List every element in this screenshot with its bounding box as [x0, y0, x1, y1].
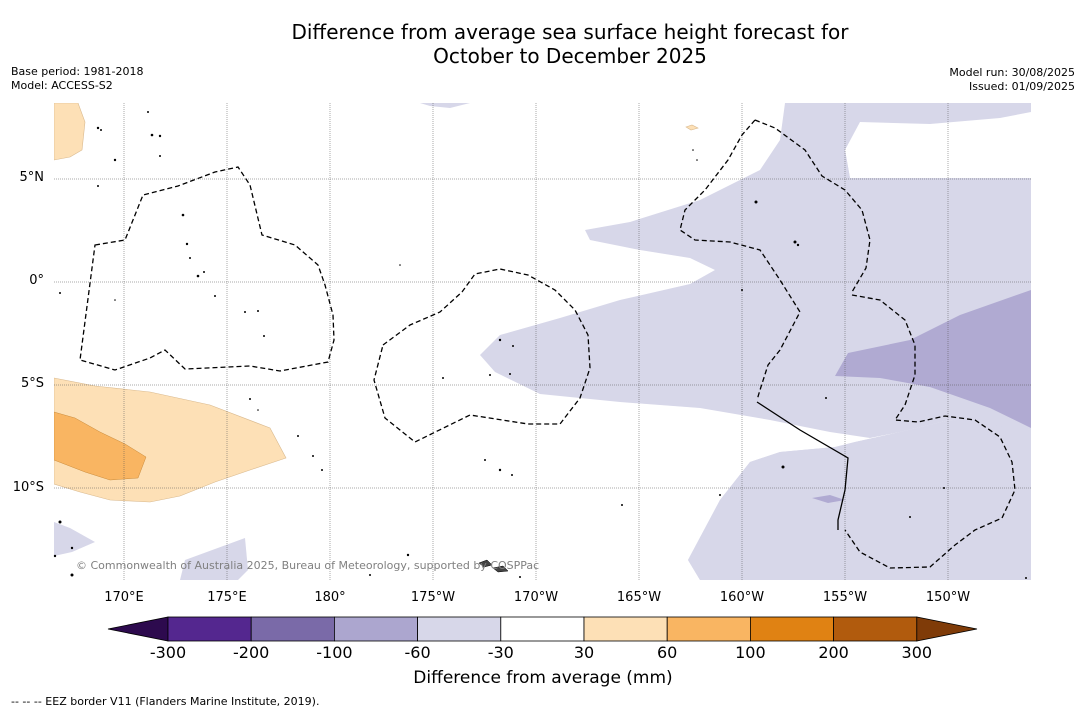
meta-right: Model run: 30/08/2025 Issued: 01/09/2025 — [949, 66, 1075, 94]
lon-label-180: 180° — [314, 590, 346, 605]
colorbar-tick-label: 200 — [818, 643, 849, 662]
colorbar-cell — [833, 616, 918, 642]
eez-kiribati-gilbert — [79, 166, 335, 372]
colorbar-cell — [583, 616, 668, 642]
lat-label-0: 0° — [29, 273, 44, 288]
samoa-island — [478, 559, 509, 573]
title-line-2: October to December 2025 — [433, 44, 707, 68]
lon-label-150w: 150°W — [925, 590, 971, 605]
issued-date: Issued: 01/09/2025 — [968, 80, 1075, 93]
lon-label-165w: 165°W — [616, 590, 662, 605]
negative-anomaly-west — [54, 522, 248, 580]
eez-kiribati-line — [754, 119, 871, 293]
eez-borders — [79, 119, 1016, 569]
positive-anomaly-north — [54, 103, 86, 161]
lon-label-175e: 175°E — [207, 590, 247, 605]
colorbar-tick-label: -300 — [149, 643, 187, 662]
colorbar-title: Difference from average (mm) — [413, 668, 673, 688]
islands — [53, 111, 1027, 579]
lon-label-160w: 160°W — [719, 590, 765, 605]
lon-label-170e: 170°E — [104, 590, 144, 605]
colorbar-tick-label: -200 — [233, 643, 270, 662]
strong-negative-anomaly — [835, 290, 1031, 428]
title-line-1: Difference from average sea surface heig… — [291, 20, 849, 44]
colorbar-cell — [417, 616, 502, 642]
colorbar-cell — [666, 616, 751, 642]
positive-anomaly-spot — [685, 124, 699, 131]
eez-cook-islands — [844, 294, 1016, 569]
lat-label-10s: 10°S — [12, 480, 44, 495]
base-period: Base period: 1981-2018 — [11, 65, 144, 78]
colorbar-tick-label: 300 — [901, 643, 933, 662]
model-run: Model run: 30/08/2025 — [949, 66, 1075, 79]
eez-north-segment — [679, 119, 801, 401]
lon-label-155w: 155°W — [822, 590, 868, 605]
colorbar-cell — [500, 616, 585, 642]
colorbar-tick-label: 100 — [735, 643, 766, 662]
colorbar-extend-min — [107, 616, 169, 642]
eez-solid-segment — [756, 401, 849, 530]
colorbar-tick-label: 60 — [657, 643, 678, 662]
colorbar-cell — [250, 616, 335, 642]
model-name: Model: ACCESS-S2 — [11, 79, 113, 92]
colorbar-cell — [333, 616, 418, 642]
colorbar-cell — [167, 616, 252, 642]
lat-label-5n: 5°N — [19, 170, 45, 185]
colorbar-tick-label: 30 — [573, 643, 595, 662]
negative-anomaly-south — [688, 420, 1031, 580]
map-title: Difference from average sea surface heig… — [0, 20, 1085, 68]
strong-negative-spot — [812, 495, 845, 503]
colorbar-tick-label: -100 — [316, 643, 353, 662]
map-fields — [54, 103, 1031, 580]
colorbar-tick-label: -30 — [487, 643, 514, 662]
meta-left: Base period: 1981-2018 Model: ACCESS-S2 — [11, 65, 143, 93]
negative-anomaly-top — [420, 103, 470, 108]
colorbar-extend-max — [916, 616, 978, 642]
strong-positive-anomaly — [54, 411, 147, 481]
graticule — [54, 103, 1031, 580]
lon-label-175w: 175°W — [410, 590, 456, 605]
lon-label-170w: 170°W — [513, 590, 559, 605]
lat-label-5s: 5°S — [20, 376, 44, 391]
copyright-notice: © Commonwealth of Australia 2025, Bureau… — [76, 559, 540, 572]
eez-kiribati-phoenix — [373, 268, 591, 443]
colorbar-cell — [750, 616, 835, 642]
colorbar-tick-label: -60 — [404, 643, 431, 662]
eez-legend: -- -- -- EEZ border V11 (Flanders Marine… — [11, 695, 320, 708]
